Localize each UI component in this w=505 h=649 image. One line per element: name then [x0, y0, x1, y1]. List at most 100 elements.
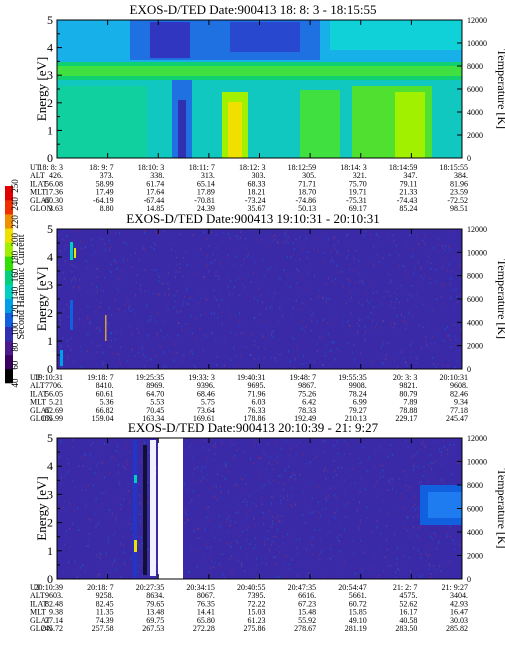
speckle-dot	[394, 533, 396, 536]
speckle-dot	[295, 478, 297, 481]
speckle-dot	[376, 526, 378, 529]
speckle-dot	[70, 280, 72, 283]
speckle-dot	[184, 510, 186, 513]
speckle-dot	[115, 516, 117, 519]
speckle-dot	[318, 290, 320, 293]
speckle-dot	[307, 571, 309, 574]
speckle-dot	[261, 258, 263, 261]
speckle-dot	[286, 494, 288, 497]
speckle-dot	[96, 276, 98, 279]
speckle-dot	[211, 312, 213, 315]
speckle-dot	[426, 343, 428, 346]
colorbar-swatches	[5, 186, 13, 384]
speckle-dot	[57, 261, 59, 264]
speckle-dot	[317, 246, 319, 249]
ephemeris-cell: 20: 3: 3	[393, 373, 417, 382]
speckle-dot	[443, 445, 445, 448]
speckle-dot	[349, 279, 351, 282]
speckle-dot	[305, 326, 307, 329]
speckle-dot	[84, 283, 86, 286]
speckle-dot	[282, 541, 284, 544]
speckle-dot	[253, 344, 255, 347]
speckle-dot	[338, 540, 340, 543]
speckle-dot	[139, 284, 141, 287]
speckle-dot	[69, 546, 71, 549]
speckle-dot	[166, 366, 168, 369]
speckle-dot	[261, 239, 263, 242]
y2-tick-label: 4000	[467, 108, 483, 117]
speckle-dot	[390, 564, 392, 567]
speckle-dot	[428, 563, 430, 566]
speckle-dot	[374, 485, 376, 488]
panel-3-title: EXOS-D/TED Date:900413 20:10:39 - 21: 9:…	[128, 420, 379, 435]
speckle-dot	[316, 350, 318, 353]
speckle-dot	[274, 238, 276, 241]
speckle-dot	[230, 570, 232, 573]
speckle-dot	[249, 542, 251, 545]
speckle-dot	[346, 516, 348, 519]
speckle-dot	[388, 254, 390, 257]
speckle-dot	[116, 561, 118, 564]
speckle-dot	[64, 500, 66, 503]
speckle-dot	[85, 505, 87, 508]
speckle-dot	[270, 502, 272, 505]
speckle-dot	[275, 459, 277, 462]
speckle-dot	[267, 455, 269, 458]
speckle-dot	[230, 316, 232, 319]
speckle-dot	[393, 359, 395, 362]
ephemeris-cell: 13.48	[146, 608, 164, 617]
speckle-dot	[346, 233, 348, 236]
speckle-dot	[182, 275, 184, 278]
speckle-dot	[294, 474, 296, 477]
ephemeris-cell: 69.75	[146, 616, 164, 625]
speckle-dot	[404, 320, 406, 323]
speckle-dot	[438, 539, 440, 542]
speckle-dot	[460, 294, 462, 297]
speckle-dot	[320, 538, 322, 541]
ephemeris-cell: 98.51	[450, 204, 468, 213]
colorbar-swatch-1	[5, 354, 13, 370]
speckle-dot	[440, 267, 442, 270]
y2-tick-label: 12000	[467, 225, 487, 234]
speckle-dot	[331, 485, 333, 488]
speckle-dot	[290, 360, 292, 363]
speckle-dot	[256, 557, 258, 560]
speckle-dot	[455, 338, 457, 341]
speckle-dot	[333, 460, 335, 463]
colorbar-tick-label: 250	[10, 179, 20, 193]
y2-tick-label: 0	[467, 365, 471, 374]
speckle-dot	[234, 499, 236, 502]
speckle-dot	[414, 266, 416, 269]
speckle-dot	[424, 234, 426, 237]
speckle-dot	[334, 511, 336, 514]
speckle-dot	[241, 565, 243, 568]
speckle-dot	[418, 481, 420, 484]
speckle-dot	[283, 555, 285, 558]
ephemeris-row-label: UT	[30, 163, 41, 172]
speckle-dot	[258, 357, 260, 360]
speckle-dot	[123, 561, 125, 564]
speckle-dot	[57, 308, 59, 311]
speckle-dot	[273, 536, 275, 539]
speckle-dot	[387, 282, 389, 285]
speckle-dot	[57, 362, 59, 365]
speckle-dot	[282, 488, 284, 491]
speckle-dot	[409, 308, 411, 311]
speckle-dot	[354, 572, 356, 575]
data-gap	[158, 438, 183, 579]
speckle-dot	[337, 466, 339, 469]
speckle-dot	[366, 517, 368, 520]
speckle-dot	[141, 546, 143, 549]
speckle-dot	[139, 544, 141, 547]
speckle-dot	[389, 294, 391, 297]
ephemeris-cell: 19:33: 3	[188, 373, 214, 382]
speckle-dot	[340, 455, 342, 458]
speckle-dot	[424, 445, 426, 448]
speckle-dot	[435, 534, 437, 537]
ephemeris-cell: 3404.	[450, 591, 468, 600]
panel-3-spectrogram	[57, 438, 462, 579]
speckle-dot	[206, 253, 208, 256]
speckle-dot	[264, 347, 266, 350]
speckle-dot	[120, 543, 122, 546]
speckle-dot	[450, 297, 452, 300]
